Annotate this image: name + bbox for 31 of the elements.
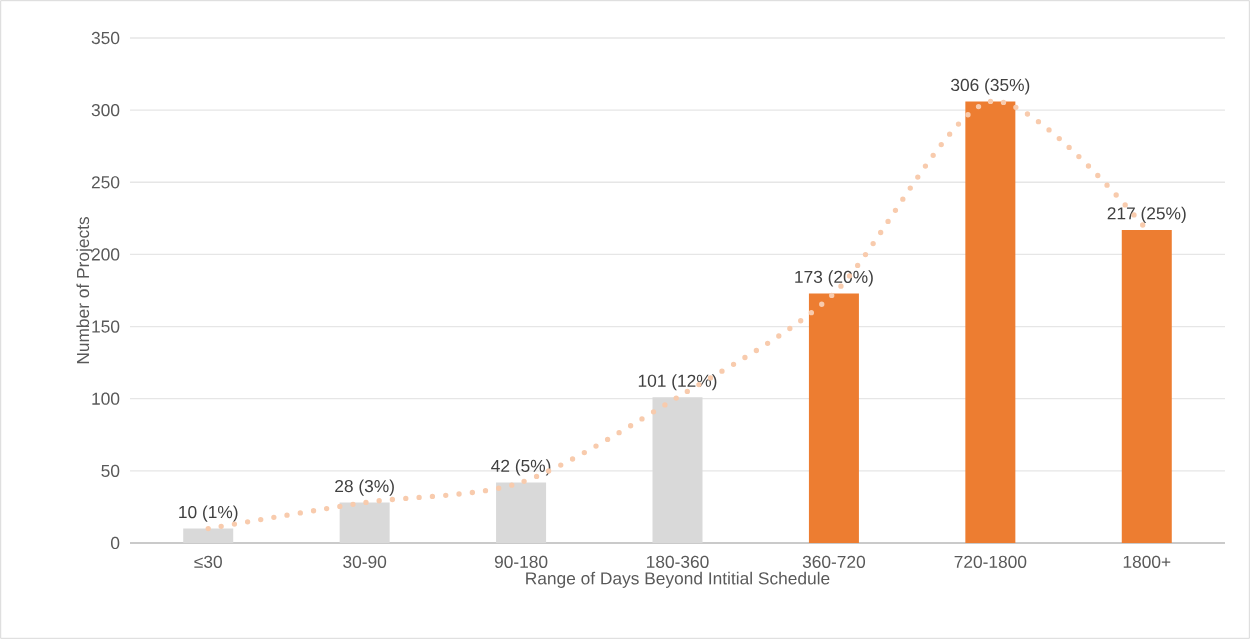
data-label: 10 (1%) xyxy=(179,505,238,522)
y-tick-label: 0 xyxy=(111,536,120,550)
y-tick-label: 250 xyxy=(91,176,120,189)
bar xyxy=(183,528,234,543)
bar xyxy=(496,482,547,543)
y-tick-label: 200 xyxy=(91,248,120,261)
bar xyxy=(808,293,859,543)
x-tick-label: ≤30 xyxy=(194,555,222,568)
y-tick-label: 50 xyxy=(101,464,120,477)
bar xyxy=(652,397,703,543)
x-axis-title: Range of Days Beyond Intitial Schedule xyxy=(526,571,830,588)
x-tick-label: 720-1800 xyxy=(954,555,1027,568)
x-tick-label: 360-720 xyxy=(802,555,866,568)
data-label: 42 (5%) xyxy=(491,459,551,476)
y-tick-label: 100 xyxy=(92,392,120,405)
data-label: 217 (25%) xyxy=(1107,206,1186,223)
bar xyxy=(339,502,390,543)
data-label: 306 (35%) xyxy=(951,78,1030,95)
y-tick-label: 300 xyxy=(91,104,120,117)
x-tick-label: 30-90 xyxy=(343,555,387,568)
y-tick-label: 150 xyxy=(92,320,120,333)
bar xyxy=(1121,229,1172,543)
y-tick-label: 350 xyxy=(91,31,120,45)
data-label: 101 (12%) xyxy=(638,374,717,391)
x-tick-label: 180-360 xyxy=(647,555,709,568)
x-tick-label: 90-180 xyxy=(494,555,548,568)
data-label: 173 (20%) xyxy=(795,270,873,287)
bar xyxy=(965,101,1016,543)
y-axis-title: Number of Projects xyxy=(76,216,93,364)
x-tick-label: 1800+ xyxy=(1123,555,1171,568)
data-label: 28 (3%) xyxy=(335,479,394,496)
